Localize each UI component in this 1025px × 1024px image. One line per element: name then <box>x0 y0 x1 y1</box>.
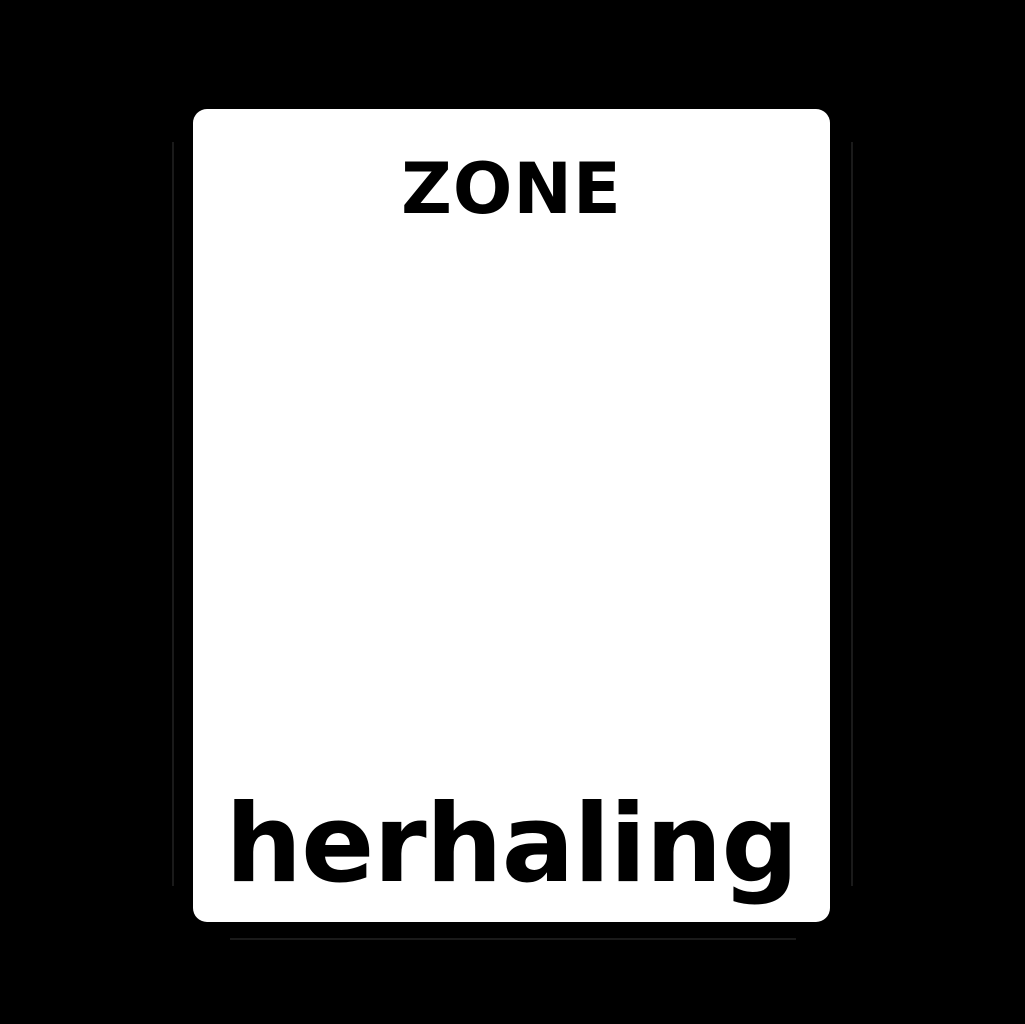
sign-backing-shadow <box>230 938 796 940</box>
sign-bottom-text: herhaling <box>225 782 798 907</box>
zone-sign: ZONE herhaling <box>193 109 830 922</box>
sign-backing-panel <box>172 142 853 886</box>
sign-top-text: ZONE <box>401 148 622 230</box>
